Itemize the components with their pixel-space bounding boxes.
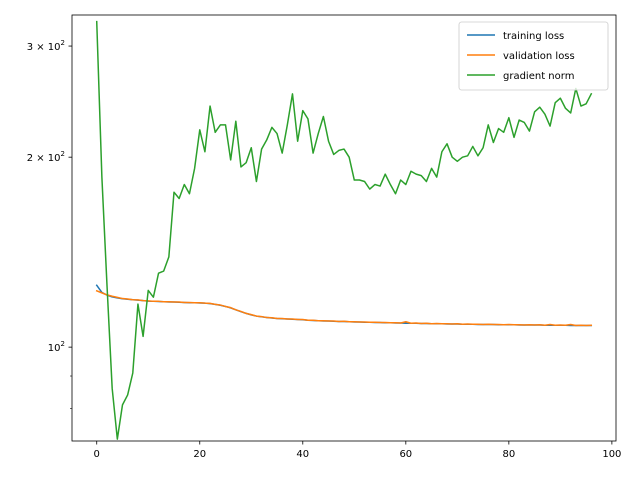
legend: training loss validation loss gradient nor… [458,21,609,91]
legend-label: validation loss [503,51,575,62]
x-tick-label: 0 [94,449,100,460]
axes: 0 20 40 60 80 100 102 2 × 102 3 × 102 [27,14,621,460]
x-tick-label: 20 [193,449,206,460]
x-tick-label: 80 [502,449,515,460]
x-tick-label: 40 [296,449,309,460]
legend-box [458,21,609,91]
legend-label: gradient norm [503,71,574,82]
x-tick-label: 100 [602,449,621,460]
series-line-validation-loss [95,289,593,327]
plot-frame [71,14,617,442]
x-tick-label: 60 [399,449,412,460]
y-tick-label: 102 [48,340,65,354]
legend-label: training loss [503,31,564,42]
y-tick-label: 2 × 102 [27,150,65,164]
y-tick-label: 3 × 102 [27,39,65,53]
series-line-gradient-norm [95,20,593,440]
plot-lines [95,20,593,440]
